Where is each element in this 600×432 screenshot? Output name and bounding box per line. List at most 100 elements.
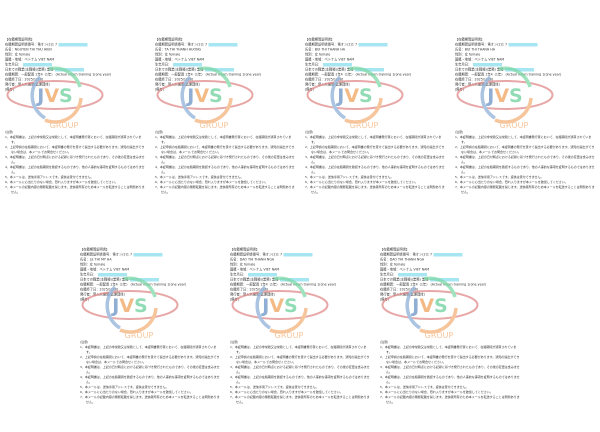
field-text: 発行者：受入れ機関(監理団体) bbox=[305, 82, 350, 87]
header-line: 性別：女 female bbox=[305, 52, 448, 57]
certificate-header: 【在籍期間証明書】 在籍期間証明書番号：第オン(2)1 7 氏名：LE THI MY… bbox=[80, 247, 223, 302]
note-item: 3、本証明書は、上記の日付時点における記録に基づき発行されたものであり、その後の… bbox=[80, 365, 220, 375]
note-item: 1、本証明書は、上記の非常勤又は常勤として、本証明書発行者において、在籍期間が通… bbox=[80, 345, 217, 355]
header-line: 氏名：BUI THI THANH HA bbox=[305, 47, 448, 52]
field-text: 在籍終了日：2025/11/30 bbox=[80, 287, 119, 292]
redacted-highlight bbox=[247, 272, 277, 277]
field-text: (備考) bbox=[455, 87, 465, 92]
header-line: 【在籍期間証明書】 bbox=[455, 37, 598, 42]
redacted-highlight bbox=[97, 272, 127, 277]
field-text: 在籍期間証明書番号：第オン(2)1 7 bbox=[230, 252, 283, 257]
field-text: 性別：女 female bbox=[230, 262, 256, 267]
redacted-highlight bbox=[504, 67, 534, 72]
field-text: 在籍期間：一般配置 1年4（1年） (Actual intern trainin… bbox=[305, 72, 412, 77]
note-item: 6、本メールに心当たりのない場合、恐れ入りますが本メールを破棄してください。 bbox=[455, 180, 568, 185]
field-text: 在籍期間：一般配置 1年4（1年） (Actual intern trainin… bbox=[455, 72, 562, 77]
field-text: 発行者：受入れ機関(監理団体) bbox=[455, 82, 500, 87]
field-text: 生年月日： bbox=[5, 62, 22, 67]
certificate-header: 【在籍期間証明書】 在籍期間証明書番号：第オン(2)1 7 氏名：BUI THI T… bbox=[455, 37, 598, 92]
field-text: 発行者：受入れ機関(監理団体) bbox=[230, 292, 275, 297]
note-item: 5、本メールは、送信専用アドレスです。返信は受付できません。 bbox=[455, 175, 544, 180]
notes-section: (注意) 1、本証明書は、上記の非常勤又は常勤として、本証明書発行者において、在籍… bbox=[5, 130, 145, 195]
note-item: 4、本証明書は、上記の在籍期間を確認するものであり、他の人事的な事項を証明するも… bbox=[380, 375, 520, 385]
certificate-header: 【在籍期間証明書】 在籍期間証明書番号：第オン(2)1 7 氏名：TA THI TH… bbox=[155, 37, 298, 92]
header-line: 生年月日： bbox=[5, 62, 148, 67]
field-text: 氏名：LE THI MY HA bbox=[80, 257, 112, 262]
header-line: 氏名：TA THI THANH HUONG bbox=[155, 47, 298, 52]
note-item: 2、上記申請の在籍期間において、本証明書の発行を受けて提出する必要があります。通… bbox=[305, 145, 445, 155]
field-text: 在籍期間証明書番号：第オン(2)1 7 bbox=[380, 252, 433, 257]
note-item: 7、本メールの記載内容の無断転載を禁じます。送信者所有のため本メールを転送するこ… bbox=[305, 185, 445, 195]
header-line: 在籍終了日：2025/11/30 bbox=[230, 287, 373, 292]
redacted-highlight bbox=[22, 62, 52, 67]
field-text: 発行者：受入れ機関(監理団体) bbox=[155, 82, 200, 87]
field-text: 国籍・地域：ベトナム VIET NAM bbox=[5, 57, 55, 62]
header-line: 生年月日： bbox=[305, 62, 448, 67]
field-text: 日本での職業(主職種)(業務) 業種 bbox=[5, 67, 54, 72]
field-text: 在籍終了日：2025/11/30 bbox=[230, 287, 269, 292]
note-item: 2、上記申請の在籍期間において、本証明書の発行を受けて提出する必要があります。通… bbox=[455, 145, 595, 155]
note-item: 1、本証明書は、上記の非常勤又は常勤として、本証明書発行者において、在籍期間が通… bbox=[155, 135, 292, 145]
redacted-highlight bbox=[508, 42, 538, 47]
field-text: 国籍・地域：ベトナム VIET NAM bbox=[305, 57, 355, 62]
header-line: (備考) bbox=[380, 297, 523, 302]
field-text: 日本での職業(主職種)(業務) 業種 bbox=[80, 277, 129, 282]
note-item: 3、本証明書は、上記の日付時点における記録に基づき発行されたものであり、その後の… bbox=[380, 365, 520, 375]
field-text: (備考) bbox=[80, 297, 90, 302]
note-item: 3、本証明書は、上記の日付時点における記録に基づき発行されたものであり、その後の… bbox=[5, 155, 145, 165]
note-item: 2、上記申請の在籍期間において、本証明書の発行を受けて提出する必要があります。通… bbox=[80, 355, 220, 365]
field-text: 氏名：DAO THI THANH NGA bbox=[230, 257, 275, 262]
header-line: 【在籍期間証明書】 bbox=[80, 247, 223, 252]
redacted-highlight bbox=[172, 62, 202, 67]
note-item: 2、上記申請の在籍期間において、本証明書の発行を受けて提出する必要があります。通… bbox=[155, 145, 295, 155]
field-text: 在籍期間証明書番号：第オン(2)1 7 bbox=[5, 42, 58, 47]
certificate-page: 【在籍期間証明書】 在籍期間証明書番号：第オン(2)1 7 氏名：DAO THI T… bbox=[225, 242, 375, 432]
field-text: 生年月日： bbox=[230, 272, 247, 277]
header-line: 性別：女 female bbox=[80, 262, 223, 267]
note-item: 4、本証明書は、上記の在籍期間を確認するものであり、他の人事的な事項を証明するも… bbox=[5, 165, 145, 175]
redacted-highlight bbox=[433, 252, 463, 257]
header-line: 氏名：DAO THI THANH NGA bbox=[230, 257, 373, 262]
field-text: 氏名：BUI THI THANH HA bbox=[305, 47, 345, 52]
note-item: 7、本メールの記載内容の無断転載を禁じます。送信者所有のため本メールを転送するこ… bbox=[455, 185, 595, 195]
redacted-highlight bbox=[54, 67, 84, 72]
header-line: 在籍期間証明書番号：第オン(2)1 7 bbox=[155, 42, 298, 47]
field-text: 【在籍期間証明書】 bbox=[5, 37, 35, 42]
svg-text:GROUP: GROUP bbox=[500, 121, 529, 130]
header-line: 国籍・地域：ベトナム VIET NAM bbox=[305, 57, 448, 62]
redacted-highlight bbox=[429, 277, 459, 282]
redacted-highlight bbox=[129, 277, 159, 282]
field-text: 在籍終了日：2025/11/30 bbox=[155, 77, 194, 82]
field-text: 【在籍期間証明書】 bbox=[230, 247, 260, 252]
note-item: 5、本メールは、送信専用アドレスです。返信は受付できません。 bbox=[80, 385, 169, 390]
header-line: 生年月日： bbox=[455, 62, 598, 67]
note-item: 6、本メールに心当たりのない場合、恐れ入りますが本メールを破棄してください。 bbox=[380, 390, 493, 395]
header-line: 在籍期間証明書番号：第オン(2)1 7 bbox=[230, 252, 373, 257]
header-line: 【在籍期間証明書】 bbox=[305, 37, 448, 42]
field-text: 氏名：NGUYEN THI THU HIEN bbox=[5, 47, 52, 52]
field-text: 生年月日： bbox=[80, 272, 97, 277]
notes-section: (注意) 1、本証明書は、上記の非常勤又は常勤として、本証明書発行者において、在籍… bbox=[80, 340, 220, 405]
header-line: 【在籍期間証明書】 bbox=[230, 247, 373, 252]
field-text: (備考) bbox=[380, 297, 390, 302]
header-line: 性別：女 female bbox=[230, 262, 373, 267]
field-text: 国籍・地域：ベトナム VIET NAM bbox=[455, 57, 505, 62]
header-line: 氏名：BUI THI THANH HA bbox=[455, 47, 598, 52]
certificate-page: 【在籍期間証明書】 在籍期間証明書番号：第オン(2)1 7 氏名：BUI THI T… bbox=[300, 32, 450, 222]
notes-section: (注意) 1、本証明書は、上記の非常勤又は常勤として、本証明書発行者において、在籍… bbox=[305, 130, 445, 195]
field-text: 氏名：BUI THI THANH HA bbox=[455, 47, 495, 52]
svg-text:GROUP: GROUP bbox=[350, 121, 379, 130]
header-line: 生年月日： bbox=[80, 272, 223, 277]
note-item: 3、本証明書は、上記の日付時点における記録に基づき発行されたものであり、その後の… bbox=[305, 155, 445, 165]
header-line: (備考) bbox=[5, 87, 148, 92]
note-item: 1、本証明書は、上記の非常勤又は常勤として、本証明書発行者において、在籍期間が通… bbox=[230, 345, 367, 355]
notes-title: (注意) bbox=[380, 340, 389, 345]
header-line: 国籍・地域：ベトナム VIET NAM bbox=[155, 57, 298, 62]
note-item: 2、上記申請の在籍期間において、本証明書の発行を受けて提出する必要があります。通… bbox=[230, 355, 370, 365]
field-text: 日本での職業(主職種)(業務) 業種 bbox=[155, 67, 204, 72]
note-item: 5、本メールは、送信専用アドレスです。返信は受付できません。 bbox=[305, 175, 394, 180]
redacted-highlight bbox=[397, 272, 427, 277]
note-item: 6、本メールに心当たりのない場合、恐れ入りますが本メールを破棄してください。 bbox=[155, 180, 268, 185]
notes-title: (注意) bbox=[305, 130, 314, 135]
field-text: 【在籍期間証明書】 bbox=[80, 247, 110, 252]
